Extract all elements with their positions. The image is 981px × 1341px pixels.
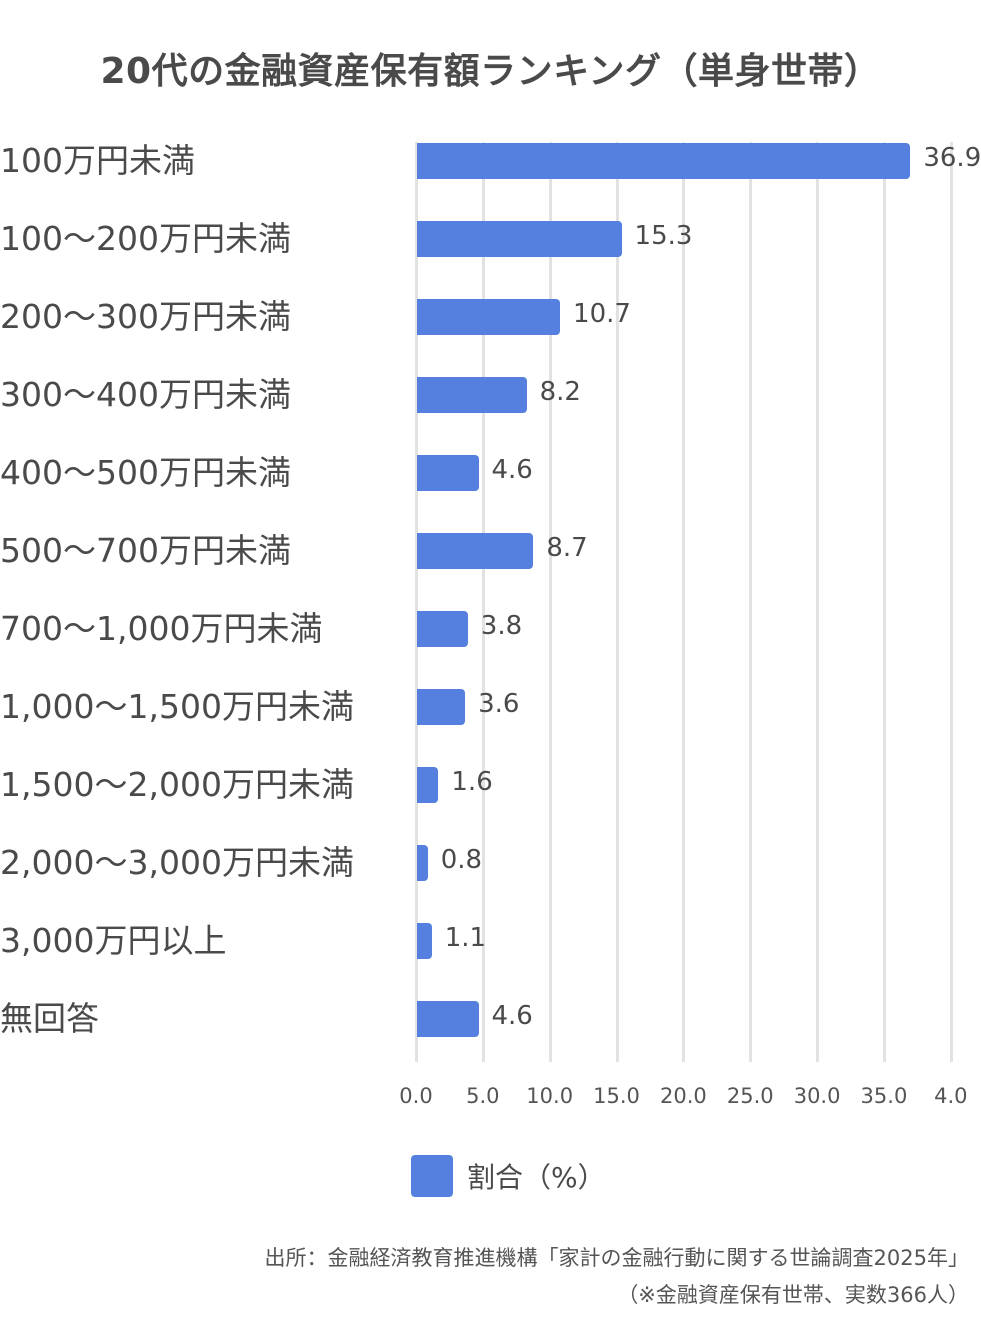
x-tick-label: 15.0 bbox=[593, 1084, 640, 1108]
legend-swatch bbox=[411, 1155, 453, 1197]
gridline bbox=[415, 142, 418, 1062]
bar bbox=[417, 1001, 479, 1037]
gridline bbox=[548, 142, 552, 1062]
bar-value-label: 1.1 bbox=[444, 923, 487, 953]
bar-value-label: 1.6 bbox=[451, 767, 493, 797]
chart-title: 20代の金融資産保有額ランキング（単身世帯） bbox=[100, 51, 881, 92]
bar bbox=[417, 923, 432, 959]
category-label: 100〜200万円未満 bbox=[0, 219, 291, 258]
category-label: 200〜300万円未満 bbox=[0, 297, 291, 336]
x-tick-label: 4.0 bbox=[934, 1084, 968, 1108]
bar bbox=[417, 689, 466, 725]
bar-value-label: 10.7 bbox=[573, 299, 631, 329]
bar bbox=[417, 377, 527, 413]
gridline bbox=[682, 142, 686, 1062]
category-label: 400〜500万円未満 bbox=[0, 453, 291, 492]
category-label: 500〜700万円未満 bbox=[0, 531, 291, 570]
x-tick-label: 30.0 bbox=[793, 1084, 841, 1108]
bar-value-label: 4.6 bbox=[491, 455, 533, 485]
bar bbox=[417, 221, 622, 257]
bar-value-label: 3.6 bbox=[478, 689, 520, 719]
category-label: 2,000〜3,000万円未満 bbox=[0, 843, 354, 882]
source-line-2: （※金融資産保有世帯、実数366人） bbox=[617, 1283, 969, 1307]
x-tick-label: 10.0 bbox=[526, 1084, 574, 1108]
bar bbox=[417, 611, 468, 647]
category-label: 700〜1,000万円未満 bbox=[0, 609, 323, 648]
bar-value-label: 36.9 bbox=[923, 143, 981, 173]
bar-value-label: 8.7 bbox=[546, 533, 588, 563]
x-tick-label: 5.0 bbox=[466, 1084, 500, 1108]
bar-value-label: 4.6 bbox=[491, 1001, 533, 1031]
category-label: 1,500〜2,000万円未満 bbox=[0, 765, 354, 804]
category-label: 無回答 bbox=[0, 999, 99, 1038]
gridline bbox=[481, 142, 485, 1062]
bar bbox=[417, 767, 439, 803]
gridline bbox=[949, 142, 953, 1062]
bar bbox=[417, 845, 428, 881]
gridline bbox=[882, 142, 886, 1062]
x-tick-label: 20.0 bbox=[660, 1084, 707, 1108]
x-tick-label: 0.0 bbox=[399, 1084, 433, 1108]
category-label: 1,000〜1,500万円未満 bbox=[0, 687, 354, 726]
bar bbox=[417, 533, 534, 569]
legend: 割合（%） bbox=[411, 1155, 606, 1197]
bar-value-label: 3.8 bbox=[480, 611, 523, 641]
bar bbox=[417, 143, 911, 179]
legend-label: 割合（%） bbox=[467, 1161, 606, 1194]
gridline bbox=[615, 142, 619, 1062]
bar-value-label: 8.2 bbox=[539, 377, 581, 407]
bar-value-label: 15.3 bbox=[634, 221, 693, 251]
source-line-1: 出所：金融経済教育推進機構「家計の金融行動に関する世論調査2025年」 bbox=[264, 1246, 969, 1270]
bar bbox=[417, 455, 479, 491]
bar-value-label: 0.8 bbox=[440, 845, 483, 875]
x-tick-label: 25.0 bbox=[726, 1084, 774, 1108]
category-label: 100万円未満 bbox=[0, 141, 195, 180]
x-tick-label: 35.0 bbox=[860, 1084, 908, 1108]
category-label: 3,000万円以上 bbox=[0, 921, 227, 960]
category-label: 300〜400万円未満 bbox=[0, 375, 291, 414]
gridline bbox=[816, 142, 820, 1062]
bar bbox=[417, 299, 561, 335]
gridline bbox=[749, 142, 753, 1062]
